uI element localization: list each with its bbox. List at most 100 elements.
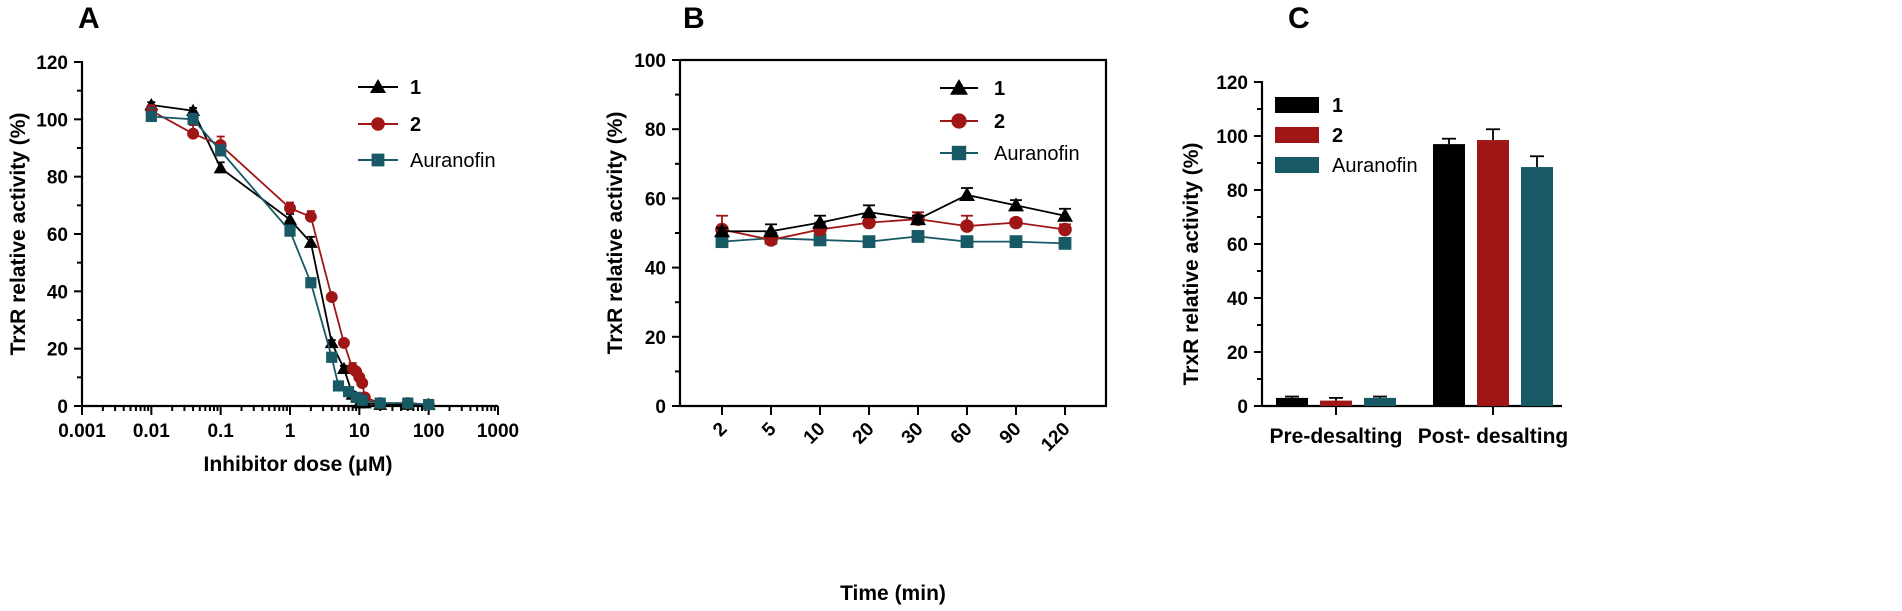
legend-marker	[371, 153, 385, 167]
y-tick-label: 0	[655, 397, 666, 418]
data-point	[284, 225, 296, 237]
data-point	[187, 127, 200, 140]
legend-marker	[951, 145, 967, 161]
x-tick-label: 1	[285, 421, 296, 442]
legend-label: 1	[994, 78, 1005, 100]
data-point	[356, 394, 368, 406]
legend-a: 1 2 Auranofin	[358, 77, 496, 172]
data-point	[402, 397, 414, 409]
x-axis-label: Time (min)	[840, 582, 946, 605]
legend-label: Auranofin	[994, 143, 1080, 165]
legend-label: Auranofin	[410, 150, 496, 172]
x-tick-label: 90	[996, 419, 1026, 449]
data-point	[305, 277, 317, 289]
y-tick-label: 80	[47, 168, 68, 189]
data-point	[326, 351, 338, 363]
x-tick-label: 2	[709, 419, 731, 441]
series-circle	[145, 104, 435, 411]
series-line	[151, 104, 429, 406]
data-point	[1058, 222, 1072, 237]
x-tick-label: 0.001	[58, 421, 106, 442]
data-point	[283, 212, 297, 225]
legend-marker	[950, 79, 968, 95]
x-tick-label: 0.01	[133, 421, 170, 442]
y-tick-label: 0	[1237, 397, 1248, 418]
x-tick-label: 100	[413, 421, 445, 442]
legend-marker	[951, 113, 967, 129]
data-point	[187, 113, 199, 125]
y-tick-label: 20	[47, 340, 68, 361]
legend-b: 1 2 Auranofin	[940, 78, 1080, 165]
plot-frame	[678, 58, 1108, 408]
x-tick-label: 30	[898, 419, 928, 449]
data-point	[1009, 215, 1023, 230]
series-line	[150, 109, 429, 406]
y-tick-label: 80	[1227, 181, 1248, 202]
legend-label: 2	[410, 114, 421, 136]
data-point	[1057, 207, 1073, 222]
series-triangle	[714, 186, 1073, 238]
legend-marker	[371, 117, 385, 131]
data-point	[215, 145, 227, 157]
x-category-label: Post- desalting	[1418, 425, 1569, 448]
data-point	[911, 230, 925, 243]
y-tick-label: 0	[57, 397, 68, 418]
data-point	[960, 235, 974, 249]
y-tick-label: 40	[1227, 289, 1248, 310]
legend-label: 1	[410, 77, 421, 99]
y-tick-label: 20	[1227, 343, 1248, 364]
bar	[1433, 144, 1465, 406]
legend-swatch	[1275, 127, 1319, 143]
legend-label: Auranofin	[1332, 155, 1418, 177]
data-point	[1008, 197, 1024, 212]
y-tick-label: 100	[634, 51, 666, 72]
x-tick-label: 60	[947, 419, 977, 449]
data-point	[714, 223, 730, 238]
y-tick-label: 60	[47, 225, 68, 246]
panel-letter-a: A	[78, 2, 100, 35]
series-line	[722, 193, 1066, 233]
series-triangle	[144, 98, 436, 410]
data-point	[813, 233, 827, 247]
x-tick-label: 0.1	[207, 421, 234, 442]
data-point	[1009, 235, 1023, 249]
series-square	[145, 106, 435, 411]
panel-a: A 0 20 40 60 80 100 120 0.001 0.01 0.1 1 10 100 1000 In…	[7, 2, 519, 476]
y-tick-label: 20	[645, 328, 666, 349]
y-axis-label: TrxR relative activity (%)	[604, 112, 627, 355]
y-axis-label: TrxR relative activity (%)	[1180, 143, 1203, 386]
data-point	[145, 110, 157, 123]
y-tick-label: 120	[36, 53, 68, 74]
legend-marker	[370, 79, 386, 93]
x-tick-label: 10	[349, 421, 370, 442]
data-point	[910, 211, 926, 226]
y-tick-label: 60	[645, 189, 666, 210]
data-point	[342, 386, 355, 398]
data-point	[715, 235, 729, 249]
data-point	[1058, 236, 1072, 250]
legend-label: 2	[1332, 125, 1343, 147]
legend-c: 1 2 Auranofin	[1275, 95, 1418, 177]
data-point	[304, 210, 317, 223]
panel-c: C 0 20 40 60 80 100 120 Pre-desalting Post- desal…	[1180, 2, 1568, 448]
y-tick-label: 100	[1216, 127, 1248, 148]
legend-swatch	[1275, 157, 1319, 173]
y-tick-label: 40	[47, 282, 68, 303]
bar	[1477, 140, 1509, 407]
panel-letter-c: C	[1288, 2, 1310, 35]
bar	[1521, 167, 1553, 406]
legend-label: 1	[1332, 95, 1343, 117]
data-point	[374, 397, 386, 409]
data-point	[862, 235, 876, 249]
data-point	[213, 161, 228, 174]
x-tick-label: 20	[849, 419, 879, 449]
data-point	[332, 380, 345, 392]
data-point	[862, 215, 876, 230]
y-tick-label: 80	[645, 120, 666, 141]
data-point	[763, 223, 779, 238]
x-tick-label: 10	[800, 419, 830, 449]
bar	[1276, 397, 1308, 406]
y-tick-label: 60	[1227, 235, 1248, 256]
x-tick-label: 120	[1037, 419, 1074, 456]
